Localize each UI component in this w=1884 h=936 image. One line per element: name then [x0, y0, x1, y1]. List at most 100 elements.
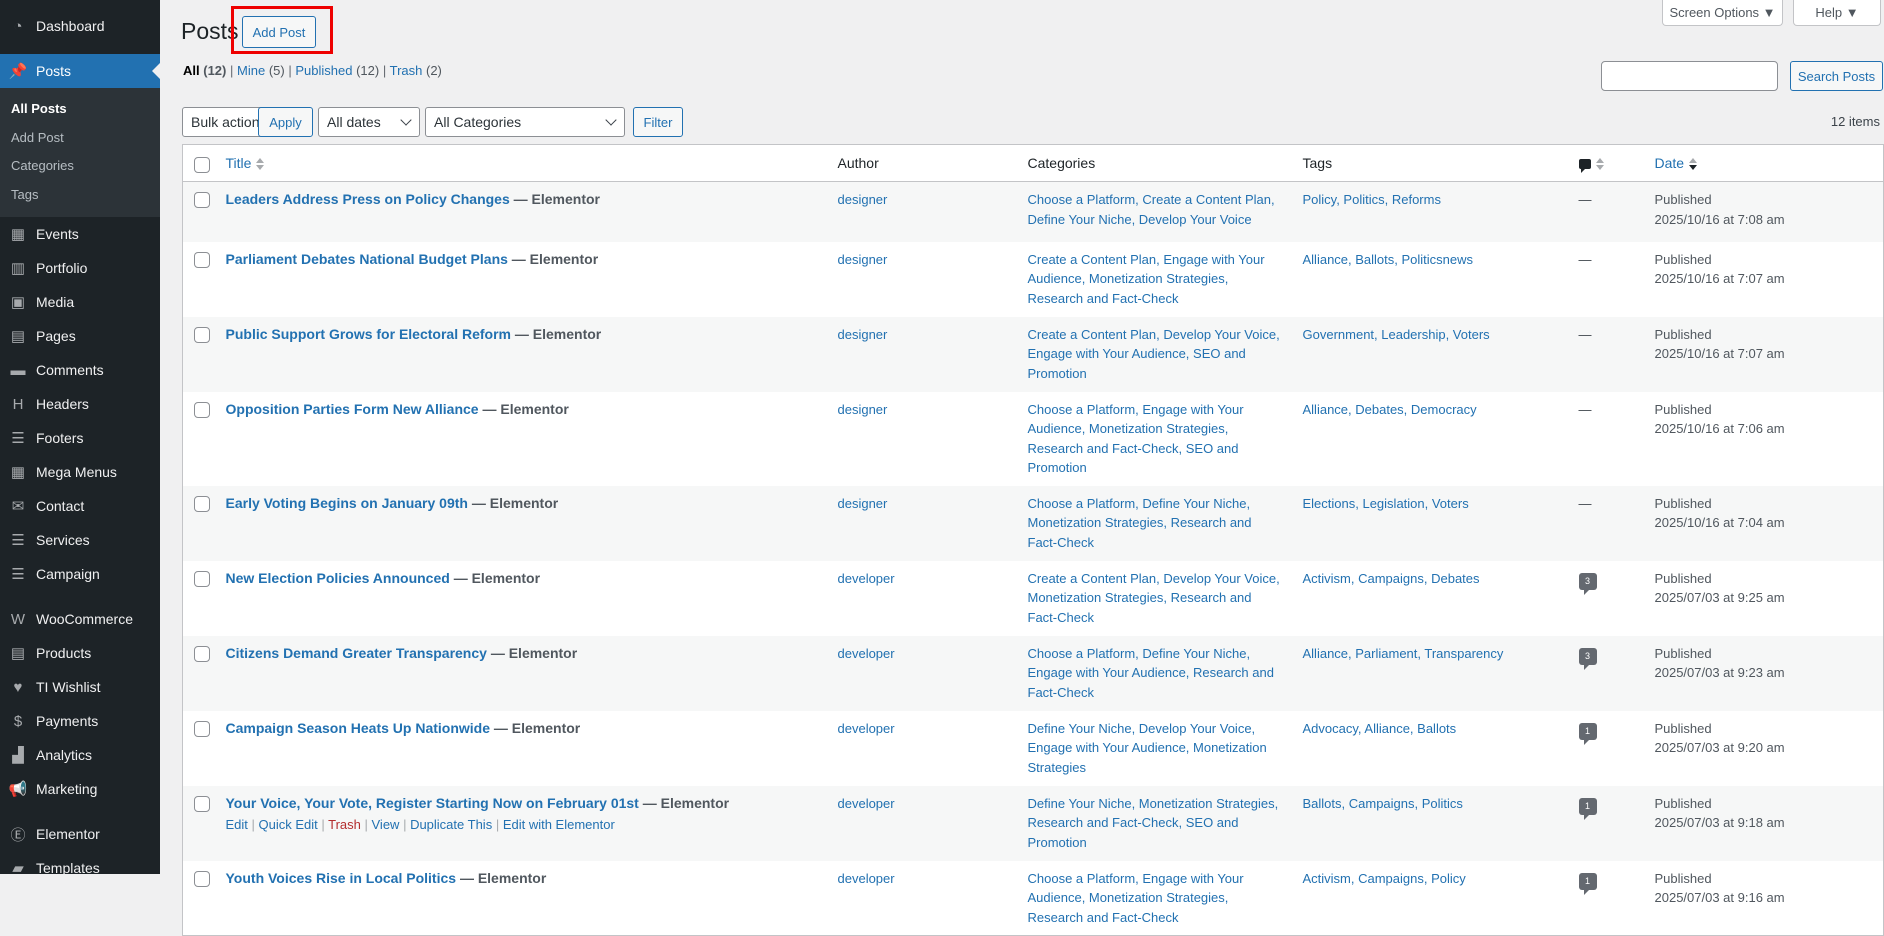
post-title-link[interactable]: Youth Voices Rise in Local Politics	[225, 869, 457, 886]
author-link[interactable]: designer	[837, 251, 888, 267]
tags-links[interactable]: Alliance, Ballots, Politicsnews	[1302, 251, 1474, 267]
sidebar-item-payments[interactable]: $ Payments	[0, 704, 160, 738]
comment-count-bubble[interactable]: 1	[1578, 872, 1597, 895]
submenu-item-all-posts[interactable]: All Posts	[11, 101, 67, 116]
apply-button[interactable]: Apply	[258, 107, 313, 137]
sidebar-item-ti-wishlist[interactable]: ♥ TI Wishlist	[0, 670, 160, 704]
comment-count-bubble[interactable]: 1	[1578, 797, 1597, 820]
sidebar-item-elementor[interactable]: Ⓔ Elementor	[0, 817, 160, 851]
author-link[interactable]: developer	[837, 570, 895, 586]
dates-filter-select[interactable]: All dates	[318, 107, 420, 137]
author-link[interactable]: developer	[837, 645, 895, 661]
author-link[interactable]: designer	[837, 495, 888, 511]
categories-links[interactable]: Create a Content Plan, Develop Your Voic…	[1027, 326, 1280, 381]
post-title-link[interactable]: Leaders Address Press on Policy Changes	[225, 191, 510, 207]
sidebar-item-posts[interactable]: 📌 Posts	[0, 54, 160, 88]
row-checkbox[interactable]	[194, 645, 210, 662]
sidebar-item-analytics[interactable]: ▟ Analytics	[0, 738, 160, 772]
row-action-quick-edit[interactable]: Quick Edit	[258, 817, 318, 832]
categories-links[interactable]: Define Your Niche, Develop Your Voice, E…	[1027, 720, 1267, 775]
tags-links[interactable]: Activism, Campaigns, Policy	[1302, 870, 1466, 886]
row-checkbox[interactable]	[194, 326, 210, 343]
row-checkbox[interactable]	[194, 495, 210, 512]
row-action-edit-with-elementor[interactable]: Edit with Elementor	[502, 817, 615, 832]
view-all[interactable]: All (12)	[183, 63, 226, 78]
tags-links[interactable]: Activism, Campaigns, Debates	[1302, 570, 1480, 586]
row-checkbox[interactable]	[194, 870, 210, 887]
author-link[interactable]: designer	[837, 326, 888, 342]
row-action-duplicate-this[interactable]: Duplicate This	[410, 817, 493, 832]
sidebar-item-pages[interactable]: ▤ Pages	[0, 319, 160, 353]
row-action-view[interactable]: View	[371, 817, 400, 832]
sidebar-item-services[interactable]: ☰ Services	[0, 523, 160, 557]
submenu-item-tags[interactable]: Tags	[11, 186, 39, 202]
categories-links[interactable]: Choose a Platform, Define Your Niche, Mo…	[1027, 495, 1252, 550]
submenu-item-categories[interactable]: Categories	[11, 158, 74, 173]
search-posts-button[interactable]: Search Posts	[1790, 61, 1883, 91]
post-title-link[interactable]: Opposition Parties Form New Alliance	[225, 400, 479, 417]
tags-links[interactable]: Alliance, Parliament, Transparency	[1302, 645, 1504, 661]
post-title-link[interactable]: Public Support Grows for Electoral Refor…	[225, 325, 511, 342]
tags-links[interactable]: Policy, Politics, Reforms	[1302, 192, 1441, 207]
sidebar-item-mega-menus[interactable]: ▦ Mega Menus	[0, 455, 160, 489]
row-action-edit[interactable]: Edit	[225, 817, 248, 832]
row-checkbox[interactable]	[194, 720, 210, 737]
author-link[interactable]: developer	[837, 870, 895, 886]
post-title-link[interactable]: Your Voice, Your Vote, Register Starting…	[225, 794, 639, 811]
author-link[interactable]: designer	[837, 192, 888, 207]
categories-links[interactable]: Choose a Platform, Engage with Your Audi…	[1027, 401, 1244, 476]
tags-links[interactable]: Government, Leadership, Voters	[1302, 326, 1490, 342]
category-filter-select[interactable]: All Categories	[425, 107, 625, 137]
categories-links[interactable]: Create a Content Plan, Develop Your Voic…	[1027, 570, 1280, 625]
post-title-link[interactable]: Campaign Season Heats Up Nationwide	[225, 719, 491, 736]
view-trash[interactable]: Trash (2)	[390, 63, 442, 78]
column-date[interactable]: Date	[1644, 144, 1884, 182]
post-title-link[interactable]: Citizens Demand Greater Transparency	[225, 644, 487, 661]
add-post-button[interactable]: Add Post	[242, 16, 316, 48]
comment-count-bubble[interactable]: 3	[1578, 572, 1597, 595]
filter-button[interactable]: Filter	[633, 107, 683, 137]
sidebar-item-contact[interactable]: ✉ Contact	[0, 489, 160, 523]
categories-links[interactable]: Create a Content Plan, Engage with Your …	[1027, 251, 1265, 306]
row-checkbox[interactable]	[194, 192, 210, 208]
help-button[interactable]: Help ▼	[1793, 0, 1881, 26]
post-title-link[interactable]: Parliament Debates National Budget Plans	[225, 250, 508, 267]
row-checkbox[interactable]	[194, 251, 210, 268]
select-all-checkbox[interactable]	[194, 156, 210, 173]
tags-links[interactable]: Alliance, Debates, Democracy	[1302, 401, 1477, 417]
sidebar-item-marketing[interactable]: 📢 Marketing	[0, 772, 160, 806]
comment-count-bubble[interactable]: 1	[1578, 722, 1597, 745]
view-published[interactable]: Published (12)	[295, 63, 379, 78]
screen-options-button[interactable]: Screen Options ▼	[1662, 0, 1783, 26]
sidebar-item-woocommerce[interactable]: W WooCommerce	[0, 602, 160, 636]
submenu-item-add-post[interactable]: Add Post	[11, 129, 64, 145]
tags-links[interactable]: Ballots, Campaigns, Politics	[1302, 795, 1463, 811]
tags-links[interactable]: Advocacy, Alliance, Ballots	[1302, 720, 1457, 736]
sidebar-item-footers[interactable]: ☰ Footers	[0, 421, 160, 455]
post-title-link[interactable]: Early Voting Begins on January 09th	[225, 494, 468, 511]
categories-links[interactable]: Define Your Niche, Monetization Strategi…	[1027, 795, 1279, 850]
categories-links[interactable]: Choose a Platform, Create a Content Plan…	[1027, 192, 1275, 227]
sidebar-item-comments[interactable]: ▬ Comments	[0, 353, 160, 387]
author-link[interactable]: designer	[837, 401, 888, 417]
row-action-trash[interactable]: Trash	[328, 817, 361, 832]
categories-links[interactable]: Choose a Platform, Define Your Niche, En…	[1027, 645, 1274, 700]
author-link[interactable]: developer	[837, 795, 895, 811]
sidebar-item-dashboard[interactable]: ◔ Dashboard	[0, 9, 160, 43]
tags-links[interactable]: Elections, Legislation, Voters	[1302, 495, 1469, 511]
sidebar-item-templates[interactable]: ▰ Templates	[0, 851, 160, 885]
view-mine[interactable]: Mine (5)	[237, 63, 285, 78]
column-comments[interactable]	[1568, 144, 1645, 182]
sidebar-item-headers[interactable]: H Headers	[0, 387, 160, 421]
sidebar-item-campaign[interactable]: ☰ Campaign	[0, 557, 160, 591]
row-checkbox[interactable]	[194, 795, 210, 812]
search-input[interactable]	[1601, 61, 1778, 91]
author-link[interactable]: developer	[837, 720, 895, 736]
comment-count-bubble[interactable]: 3	[1578, 647, 1597, 670]
sidebar-item-media[interactable]: ▣ Media	[0, 285, 160, 319]
sidebar-item-events[interactable]: ▦ Events	[0, 217, 160, 251]
post-title-link[interactable]: New Election Policies Announced	[225, 569, 450, 586]
row-checkbox[interactable]	[194, 401, 210, 418]
row-checkbox[interactable]	[194, 570, 210, 587]
categories-links[interactable]: Choose a Platform, Engage with Your Audi…	[1027, 870, 1244, 925]
